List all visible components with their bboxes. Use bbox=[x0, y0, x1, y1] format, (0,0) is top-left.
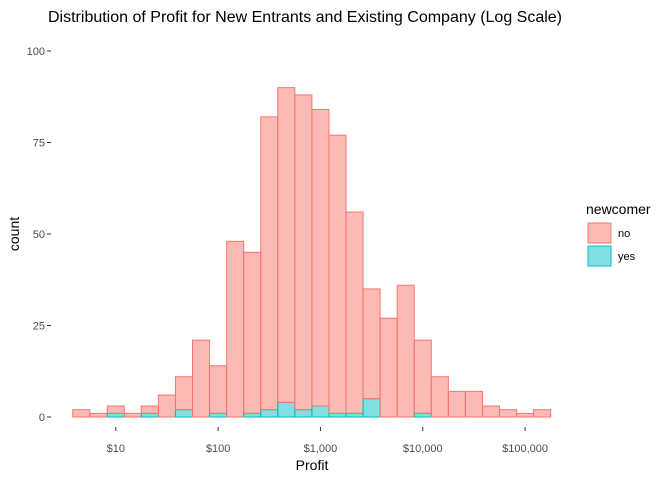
bar-no bbox=[226, 240, 245, 418]
y-axis-title: count bbox=[6, 217, 22, 251]
bar-no bbox=[277, 87, 296, 403]
plot-area bbox=[72, 87, 552, 418]
y-tick-label: 75 bbox=[33, 138, 45, 150]
bar-yes bbox=[174, 409, 194, 418]
bar-yes bbox=[106, 412, 125, 418]
bar-no bbox=[413, 339, 432, 414]
x-tick-label: $100 bbox=[206, 443, 230, 455]
bar-no bbox=[123, 412, 142, 418]
bar-no bbox=[140, 405, 159, 414]
bar-yes bbox=[209, 412, 228, 418]
x-axis-title: Profit bbox=[296, 457, 329, 473]
legend-label-no: no bbox=[618, 228, 630, 240]
bar-no bbox=[157, 394, 176, 418]
bar-yes bbox=[311, 405, 330, 418]
bar-no bbox=[447, 390, 466, 418]
bar-yes bbox=[140, 412, 159, 418]
x-tick-label: $10 bbox=[107, 443, 125, 455]
bar-yes bbox=[277, 401, 296, 418]
bar-yes bbox=[260, 409, 279, 418]
bar-no bbox=[499, 409, 518, 418]
bar-yes bbox=[413, 412, 432, 418]
bar-no bbox=[328, 134, 347, 414]
bar-no bbox=[464, 390, 483, 418]
bar-no bbox=[72, 409, 91, 418]
legend-title: newcomer bbox=[586, 201, 651, 217]
bar-no bbox=[533, 409, 552, 418]
y-tick-label: 0 bbox=[39, 412, 45, 424]
y-tick-label: 100 bbox=[27, 46, 45, 58]
bar-yes bbox=[294, 409, 313, 418]
bar-no bbox=[430, 376, 449, 418]
bar-no bbox=[260, 116, 279, 411]
y-tick-label: 25 bbox=[33, 321, 45, 333]
chart-title: Distribution of Profit for New Entrants … bbox=[48, 9, 562, 26]
bar-no bbox=[345, 211, 364, 414]
bar-no bbox=[481, 405, 501, 418]
legend: newcomer no yes bbox=[586, 201, 651, 267]
legend-swatch-yes bbox=[587, 245, 612, 267]
bar-no bbox=[311, 109, 330, 407]
bar-no bbox=[294, 94, 313, 411]
bar-no bbox=[209, 365, 228, 414]
bar-yes bbox=[345, 412, 364, 418]
bar-yes bbox=[362, 398, 381, 418]
bar-no bbox=[192, 339, 211, 418]
x-tick-label: $100,000 bbox=[502, 443, 548, 455]
bar-yes bbox=[243, 412, 262, 418]
bar-no bbox=[174, 376, 194, 411]
bar-no bbox=[379, 317, 398, 418]
y-tick-label: 50 bbox=[33, 229, 45, 241]
x-tick-label: $10,000 bbox=[403, 443, 443, 455]
y-axis: 0 25 50 75 100 bbox=[27, 46, 51, 424]
bar-no bbox=[106, 405, 125, 414]
x-axis: $10 $100 $1,000 $10,000 $100,000 bbox=[107, 427, 548, 455]
legend-label-yes: yes bbox=[618, 251, 636, 263]
bar-no bbox=[243, 251, 262, 414]
legend-swatch-no bbox=[587, 222, 612, 244]
bar-no bbox=[396, 284, 415, 418]
x-tick-label: $1,000 bbox=[304, 443, 338, 455]
bar-no bbox=[516, 412, 535, 418]
bar-yes bbox=[328, 412, 347, 418]
bar-no bbox=[89, 412, 108, 418]
bar-no bbox=[362, 288, 381, 400]
